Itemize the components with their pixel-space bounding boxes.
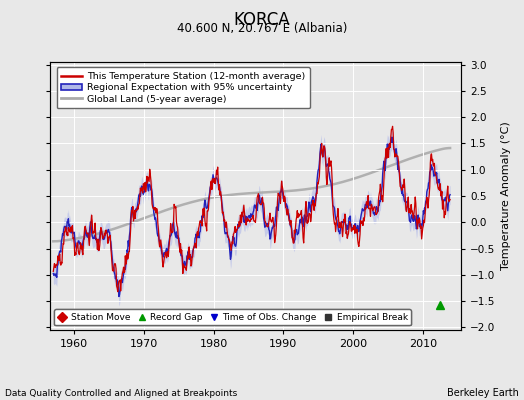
Text: KORCA: KORCA [234, 11, 290, 29]
Y-axis label: Temperature Anomaly (°C): Temperature Anomaly (°C) [501, 122, 511, 270]
Text: Berkeley Earth: Berkeley Earth [447, 388, 519, 398]
Legend: Station Move, Record Gap, Time of Obs. Change, Empirical Break: Station Move, Record Gap, Time of Obs. C… [54, 309, 411, 326]
Text: 40.600 N, 20.767 E (Albania): 40.600 N, 20.767 E (Albania) [177, 22, 347, 35]
Text: Data Quality Controlled and Aligned at Breakpoints: Data Quality Controlled and Aligned at B… [5, 389, 237, 398]
